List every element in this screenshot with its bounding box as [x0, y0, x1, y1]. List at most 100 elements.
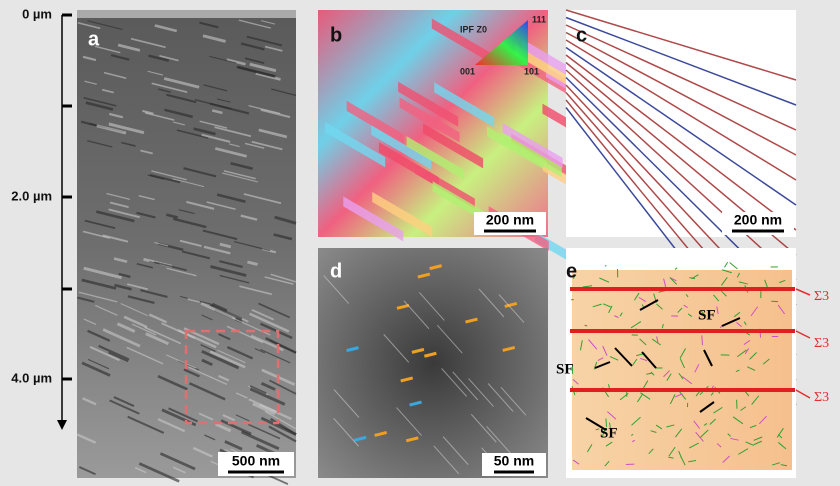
texture-stroke	[498, 294, 525, 323]
texture-stroke	[270, 273, 297, 283]
texture-stroke	[333, 389, 360, 418]
texture-stroke	[486, 426, 512, 455]
texture-stroke	[737, 349, 747, 358]
texture-stroke	[607, 411, 617, 420]
texture-stroke	[265, 337, 297, 354]
texture-stroke	[87, 140, 113, 148]
texture-stroke	[514, 53, 575, 99]
texture-stroke	[218, 333, 231, 341]
texture-stroke	[674, 267, 678, 270]
texture-stroke	[609, 356, 619, 361]
ipf-corner: 001	[460, 66, 475, 76]
texture-stroke	[323, 275, 350, 304]
texture-stroke	[738, 448, 749, 455]
texture-stroke	[722, 455, 730, 463]
texture-stroke	[251, 140, 283, 151]
texture-stroke	[178, 209, 195, 215]
texture-stroke	[740, 406, 747, 411]
panel-d: d 50 nm	[318, 248, 548, 478]
texture-stroke	[203, 84, 228, 92]
texture-stroke	[423, 123, 484, 169]
texture-stroke	[142, 109, 154, 115]
panel-c: c 200 nm	[565, 9, 797, 406]
texture-stroke	[101, 88, 114, 94]
texture-stroke	[269, 417, 297, 436]
texture-stroke	[675, 393, 683, 398]
texture-stroke	[200, 301, 236, 321]
texture-stroke	[157, 418, 186, 433]
texture-stroke	[468, 378, 494, 407]
texture-stroke	[85, 101, 114, 111]
texture-stroke	[217, 349, 246, 364]
texture-stroke	[200, 344, 216, 353]
texture-stroke	[353, 435, 367, 442]
texture-stroke	[102, 234, 129, 243]
texture-stroke	[677, 307, 683, 313]
texture-stroke	[565, 16, 797, 106]
texture-stroke	[609, 422, 612, 430]
texture-stroke	[223, 170, 256, 180]
texture-stroke	[713, 406, 723, 414]
texture-stroke	[157, 374, 188, 391]
texture-stroke	[233, 240, 271, 252]
texture-stroke	[693, 420, 701, 429]
texture-stroke	[148, 313, 168, 324]
texture-stroke	[166, 93, 197, 104]
texture-stroke	[188, 382, 226, 401]
texture-stroke	[166, 354, 197, 369]
texture-stroke	[709, 418, 716, 425]
texture-stroke	[399, 97, 460, 143]
texture-stroke	[214, 147, 247, 158]
texture-stroke	[409, 400, 422, 407]
panel-e: e SF SF SF Σ3 Σ3 Σ3	[556, 248, 829, 478]
texture-stroke	[113, 396, 135, 408]
texture-stroke	[145, 332, 170, 346]
texture-stroke	[134, 466, 147, 474]
texture-stroke	[396, 303, 410, 310]
texture-stroke	[198, 412, 214, 421]
texture-stroke	[239, 285, 273, 296]
texture-stroke	[753, 440, 763, 446]
texture-stroke	[663, 278, 667, 288]
texture-stroke	[639, 338, 647, 346]
texture-stroke	[729, 262, 738, 270]
texture-stroke	[186, 200, 215, 210]
texture-stroke	[153, 261, 187, 272]
texture-stroke	[694, 363, 700, 373]
texture-stroke	[680, 456, 686, 466]
texture-stroke	[605, 441, 613, 447]
texture-stroke	[163, 77, 200, 89]
texture-stroke	[183, 167, 217, 178]
sf-label: SF	[556, 361, 574, 377]
texture-stroke	[255, 71, 281, 81]
texture-stroke	[230, 161, 254, 170]
texture-stroke	[743, 339, 751, 345]
texture-stroke	[669, 277, 678, 285]
texture-stroke	[736, 272, 740, 278]
texture-stroke	[249, 387, 286, 406]
micrograph	[318, 248, 548, 478]
sigma-label: Σ3	[814, 289, 829, 304]
texture-stroke	[675, 428, 683, 438]
texture-stroke	[631, 439, 636, 443]
texture-stroke	[77, 296, 95, 303]
texture-stroke	[716, 306, 719, 315]
texture-stroke	[632, 358, 638, 366]
texture-stroke	[83, 318, 97, 325]
texture-stroke	[149, 261, 160, 265]
texture-stroke	[83, 96, 117, 107]
texture-stroke	[183, 368, 200, 378]
texture-stroke	[750, 306, 759, 317]
texture-stroke	[136, 211, 156, 219]
texture-stroke	[260, 108, 291, 119]
texture-stroke	[601, 429, 606, 438]
texture-stroke	[565, 46, 797, 206]
texture-stroke	[501, 132, 562, 178]
texture-stroke	[181, 250, 211, 260]
texture-stroke	[565, 54, 797, 231]
texture-stroke	[565, 39, 797, 181]
texture-stroke	[724, 262, 729, 268]
texture-stroke	[434, 82, 495, 128]
texture-stroke	[565, 31, 797, 156]
texture-stroke	[599, 277, 610, 283]
